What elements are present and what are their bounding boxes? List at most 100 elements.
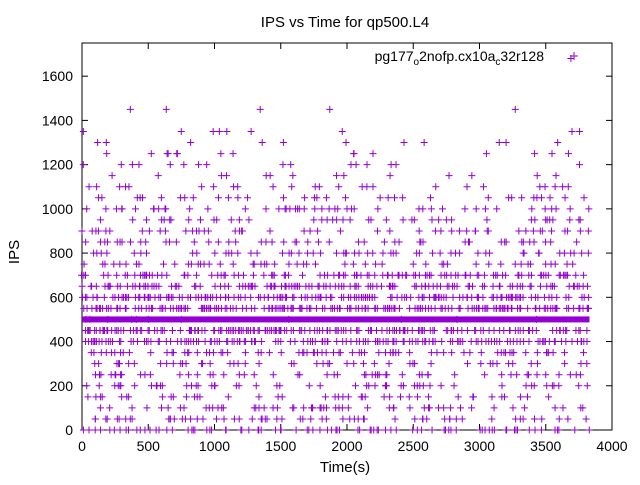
- data-point: [247, 127, 255, 135]
- x-tick-label: 3500: [530, 438, 561, 454]
- data-point: [79, 127, 87, 135]
- data-point: [155, 426, 163, 434]
- data-point: [463, 183, 471, 191]
- data-point: [195, 161, 203, 169]
- data-point: [283, 293, 291, 301]
- data-point: [408, 326, 416, 334]
- data-point: [220, 371, 228, 379]
- data-point: [361, 260, 369, 268]
- data-point: [583, 382, 591, 390]
- data-point: [194, 382, 202, 390]
- data-point: [531, 150, 539, 158]
- data-point: [197, 216, 205, 224]
- data-point: [199, 360, 207, 368]
- data-point: [343, 360, 351, 368]
- data-point: [384, 194, 392, 202]
- data-point: [564, 227, 572, 235]
- data-point: [108, 338, 116, 346]
- data-point: [555, 371, 563, 379]
- data-point: [380, 238, 388, 246]
- data-point: [85, 183, 93, 191]
- data-point: [97, 426, 105, 434]
- data-point: [91, 415, 99, 423]
- data-point: [248, 282, 256, 290]
- data-point: [382, 216, 390, 224]
- data-point: [311, 338, 319, 346]
- data-point: [508, 194, 516, 202]
- data-point: [468, 404, 476, 412]
- data-point: [450, 382, 458, 390]
- data-point: [427, 205, 435, 213]
- data-point: [211, 382, 218, 390]
- baseline-band: [82, 316, 590, 323]
- data-point: [277, 349, 285, 357]
- data-point: [575, 382, 583, 390]
- data-point: [97, 238, 105, 246]
- data-point: [459, 338, 467, 346]
- data-point: [140, 293, 148, 301]
- data-point: [378, 260, 386, 268]
- data-point: [584, 282, 592, 290]
- data-point: [559, 404, 567, 412]
- data-point: [205, 260, 213, 268]
- data-point: [295, 282, 303, 290]
- data-point: [306, 227, 314, 235]
- data-point: [525, 338, 533, 346]
- data-point: [244, 194, 252, 202]
- data-point: [519, 326, 527, 334]
- data-point: [320, 271, 328, 279]
- data-point: [142, 249, 150, 257]
- data-point: [580, 271, 588, 279]
- data-point: [486, 249, 494, 257]
- data-point: [309, 249, 317, 257]
- data-point: [136, 326, 144, 334]
- plot-frame: [81, 42, 613, 431]
- y-tick-label: 800: [50, 245, 74, 261]
- data-point: [185, 216, 193, 224]
- data-point: [104, 271, 112, 279]
- data-point: [456, 249, 464, 257]
- data-point: [437, 227, 445, 235]
- data-point: [544, 271, 552, 279]
- data-point: [134, 338, 142, 346]
- data-point: [333, 249, 341, 257]
- data-point: [142, 216, 150, 224]
- data-point: [93, 338, 101, 346]
- data-point: [364, 404, 372, 412]
- data-point: [536, 282, 544, 290]
- data-point: [419, 415, 427, 423]
- data-point: [193, 415, 201, 423]
- data-point: [279, 194, 287, 202]
- data-point: [93, 293, 101, 301]
- data-point: [249, 271, 257, 279]
- data-point: [369, 249, 377, 257]
- data-point: [518, 194, 526, 202]
- data-point: [191, 282, 199, 290]
- data-point: [367, 216, 375, 224]
- data-point: [291, 338, 299, 346]
- data-point: [214, 194, 222, 202]
- data-point: [149, 304, 157, 312]
- data-point: [335, 426, 343, 434]
- data-point: [263, 260, 271, 268]
- data-point: [495, 282, 503, 290]
- data-point: [130, 360, 138, 368]
- data-point: [307, 415, 315, 423]
- data-point: [530, 194, 538, 202]
- data-point: [458, 415, 466, 423]
- data-point: [468, 172, 476, 180]
- data-point: [236, 326, 244, 334]
- y-tick-label: 1400: [42, 112, 73, 128]
- data-point: [379, 249, 387, 257]
- data-point: [189, 194, 197, 202]
- data-point: [250, 404, 258, 412]
- data-point: [207, 293, 215, 301]
- data-point: [196, 393, 204, 401]
- x-axis-title: Time(s): [320, 459, 370, 476]
- data-point: [433, 349, 441, 357]
- data-point: [383, 371, 391, 379]
- data-point: [532, 315, 540, 323]
- data-point: [177, 315, 185, 323]
- data-point: [371, 304, 379, 312]
- data-point: [369, 150, 377, 158]
